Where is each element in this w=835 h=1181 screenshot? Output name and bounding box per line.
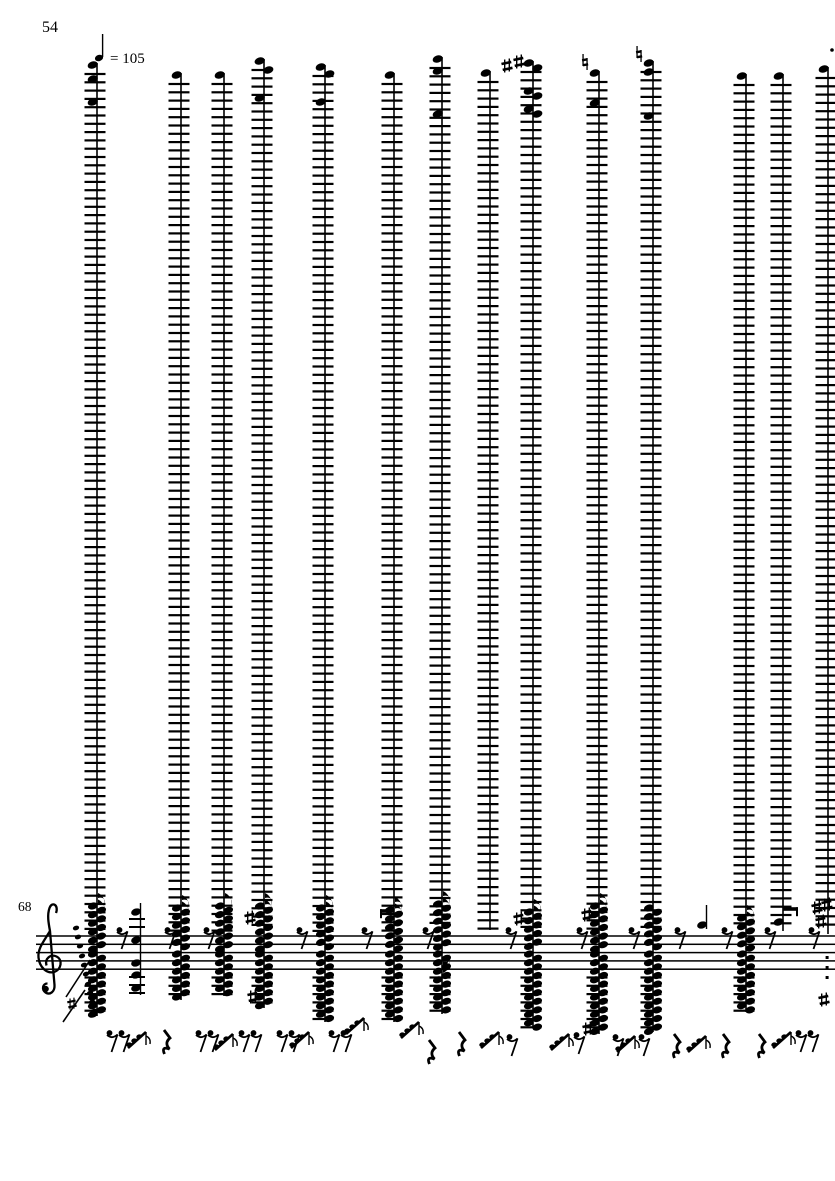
- chord-column: [429, 55, 452, 1014]
- tempo-marking: = 105: [110, 51, 145, 67]
- chord-column: [770, 72, 798, 931]
- chord-column: [312, 63, 335, 1023]
- chord-column: [477, 69, 499, 930]
- chord-column: [84, 61, 107, 1018]
- page-number: 54: [42, 19, 58, 36]
- small-chord-column: [129, 903, 145, 995]
- treble-clef-icon: [37, 903, 62, 995]
- chord-column: [244, 57, 274, 1010]
- chord-column: [811, 48, 835, 1007]
- staff-rests: [116, 927, 821, 950]
- chord-column: [501, 54, 543, 1031]
- chord-column: [733, 72, 756, 1014]
- chord-column: [635, 46, 663, 1035]
- small-chord-column: [697, 905, 708, 929]
- chord-column: [581, 54, 609, 1036]
- grace-note-run: [62, 925, 98, 1023]
- below-staff-figures: [106, 1017, 820, 1065]
- engraving-layer: [36, 34, 835, 1065]
- tempo-note-icon: [94, 34, 104, 62]
- chord-column: [380, 71, 404, 1023]
- measure-number: 68: [18, 899, 32, 914]
- chord-column: [168, 71, 191, 1001]
- chord-column: [211, 71, 234, 997]
